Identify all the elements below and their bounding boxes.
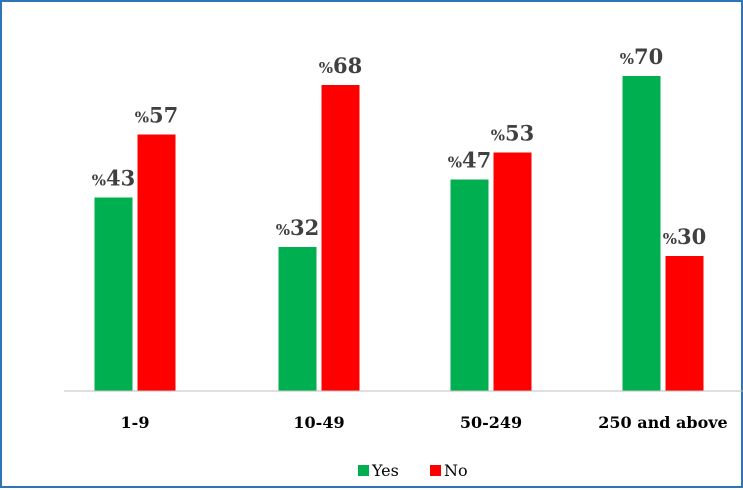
bar-yes-2 [450,179,489,391]
bar-yes-3 [622,76,661,391]
legend-swatch-no [430,465,441,476]
x-tick-label-0: 1-9 [121,413,150,432]
data-label-yes-0: %43 [92,166,136,191]
data-label-yes-1: %32 [276,215,320,240]
data-label-no-1: %68 [319,53,363,78]
x-tick-labels: 1-9 10-49 50-249 250 and above [121,413,728,432]
data-labels-layer: %43 %57 %32 %68 %47%53 %70 %30 [92,44,707,249]
x-tick-label-3: 250 and above [598,413,727,432]
data-label-yes-2: %47 [448,148,492,173]
bar-no-1 [321,85,360,391]
bar-yes-1 [278,247,317,391]
data-label-no-2: %53 [491,121,535,146]
data-label-yes-3: %70 [620,44,664,69]
data-label-no-0: %57 [135,103,179,128]
data-label-no-3: %30 [663,224,707,249]
legend: Yes No [358,461,468,480]
bar-no-0 [137,134,176,391]
legend-label-yes: Yes [371,461,399,480]
bar-yes-0 [94,197,133,391]
legend-swatch-yes [358,465,369,476]
legend-label-no: No [444,461,468,480]
bar-no-3 [665,256,704,391]
x-tick-label-1: 10-49 [293,413,344,432]
x-tick-label-2: 50-249 [460,413,522,432]
bar-no-2 [493,152,532,391]
bars-layer [94,76,704,391]
